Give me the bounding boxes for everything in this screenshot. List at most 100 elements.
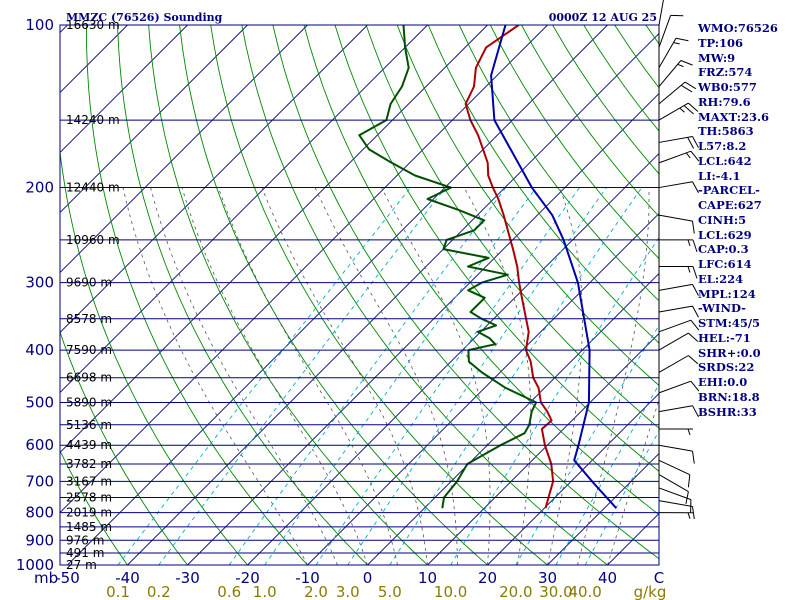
temperature-tick-label: 40	[598, 569, 617, 587]
wind-barb	[658, 355, 699, 373]
wind-barb	[658, 265, 698, 279]
isotherm	[487, 392, 659, 565]
pressure-tick-label: 400	[25, 341, 54, 359]
wind-barb	[658, 81, 697, 105]
mixing-ratio-labels: 0.1 0.2 0.6 1.0 2.0 3.0 5.0 10.0 20.0 30.040.0 g/k…	[106, 583, 666, 600]
index-line: -WIND-	[698, 301, 746, 316]
height-label: 4439 m	[66, 438, 112, 452]
mixing-ratio-label: 0.2	[147, 583, 171, 600]
dry-adiabat	[117, 25, 369, 565]
mixing-ratio-line	[117, 187, 411, 565]
pressure-tick-label: 300	[25, 274, 54, 292]
moist-adiabat	[261, 187, 428, 565]
wind-barb	[658, 428, 694, 436]
isotherm	[60, 25, 248, 214]
wind-barb	[658, 474, 689, 504]
wind-barbs	[658, 0, 700, 520]
dry-adiabat	[60, 147, 249, 565]
height-label: 9690 m	[66, 276, 112, 290]
moist-adiabat	[577, 187, 650, 565]
isotherm	[60, 25, 368, 334]
temperature-tick-label: -30	[175, 569, 200, 587]
sounding-time: 0000Z 12 AUG 25	[549, 11, 657, 24]
wind-barb	[658, 500, 695, 520]
wind-barb	[658, 150, 700, 164]
index-line: CAP:0.3	[698, 242, 749, 257]
mixing-ratio-line	[450, 236, 659, 565]
index-line: LFC:614	[698, 257, 752, 271]
height-label: 3782 m	[66, 457, 112, 471]
height-label: 7590 m	[66, 343, 112, 357]
temperature-tick-label: -20	[235, 569, 260, 587]
temperature-tick-label: 10	[418, 569, 437, 587]
dry-adiabat	[241, 25, 609, 565]
moist-adiabat	[150, 187, 338, 565]
dry-adiabat	[210, 25, 549, 565]
height-label: 27 m	[66, 558, 97, 572]
index-line: FRZ:574	[698, 65, 753, 80]
pressure-tick-label: 700	[25, 472, 54, 490]
dry-adiabat	[60, 449, 129, 565]
temperature-tick-label: 30	[538, 569, 557, 587]
wind-barb	[658, 380, 700, 394]
index-line: TH:5863	[698, 124, 754, 139]
index-line: STM:45/5	[698, 316, 761, 330]
index-line: LI:-4.1	[698, 168, 741, 183]
height-label: 5136 m	[66, 418, 112, 432]
index-line: L57:8.2	[698, 139, 747, 153]
index-line: CAPE:627	[698, 198, 762, 212]
dry-adiabat	[303, 25, 659, 516]
isotherm	[60, 25, 428, 394]
height-label: 5890 m	[66, 395, 112, 409]
height-label: 8578 m	[66, 312, 112, 326]
wind-barb	[658, 102, 699, 121]
moist-adiabat	[122, 187, 308, 565]
height-label: 2578 m	[66, 491, 112, 505]
pressure-tick-label: 900	[25, 531, 54, 549]
wind-barb	[658, 444, 695, 464]
wind-barb	[658, 214, 695, 234]
wind-barb	[658, 512, 694, 519]
dry-adiabat	[272, 25, 659, 560]
mixing-ratio-label: 30.0	[539, 583, 572, 600]
isotherm	[67, 25, 608, 565]
index-panel: WMO:76526 TP:106 MW:9 FRZ:574 WB0:577 RH:79.6…	[698, 21, 798, 419]
isobars	[60, 24, 659, 566]
temperature-tick-label: 20	[478, 569, 497, 587]
dewpoint-profile	[358, 25, 538, 509]
height-label: 14240 m	[66, 113, 120, 127]
index-line: HEL:-71	[698, 330, 751, 345]
pressure-unit-label: mb	[34, 569, 58, 587]
mixing-ratio-line	[347, 187, 607, 565]
index-line: WMO:76526	[698, 21, 778, 35]
index-line: SHR+:0.0	[698, 345, 761, 360]
temperature-tick-label: C	[654, 569, 664, 587]
pressure-tick-label: 200	[25, 179, 54, 197]
height-label: 2019 m	[66, 506, 112, 520]
mixing-ratio-line	[228, 187, 507, 565]
height-label: 16630 m	[66, 18, 120, 32]
wind-barb	[658, 14, 684, 48]
height-label: 10960 m	[66, 233, 120, 247]
wind-barb	[658, 136, 699, 149]
dry-adiabat	[148, 25, 429, 565]
dry-adiabat	[179, 25, 489, 565]
height-label: 12440 m	[66, 181, 120, 195]
mixing-ratio-label: 2.0	[304, 583, 328, 600]
pressure-tick-label: 100	[25, 16, 54, 34]
isotherm	[127, 32, 659, 565]
isotherm	[60, 25, 548, 514]
height-label: 976 m	[66, 533, 104, 547]
index-line: BRN:18.8	[698, 389, 760, 404]
moist-adiabat	[607, 398, 659, 565]
temperature-tick-label: -40	[115, 569, 140, 587]
height-label: 1485 m	[66, 520, 112, 534]
index-line: RH:79.6	[698, 94, 751, 109]
index-line: SRDS:22	[698, 360, 755, 375]
pressure-axis-labels: 1000 900 800 700 600 500 400 300 200 100	[16, 16, 54, 574]
temperature-tick-label: -10	[295, 569, 320, 587]
height-label: 6698 m	[66, 371, 112, 385]
isotherm	[547, 452, 659, 565]
